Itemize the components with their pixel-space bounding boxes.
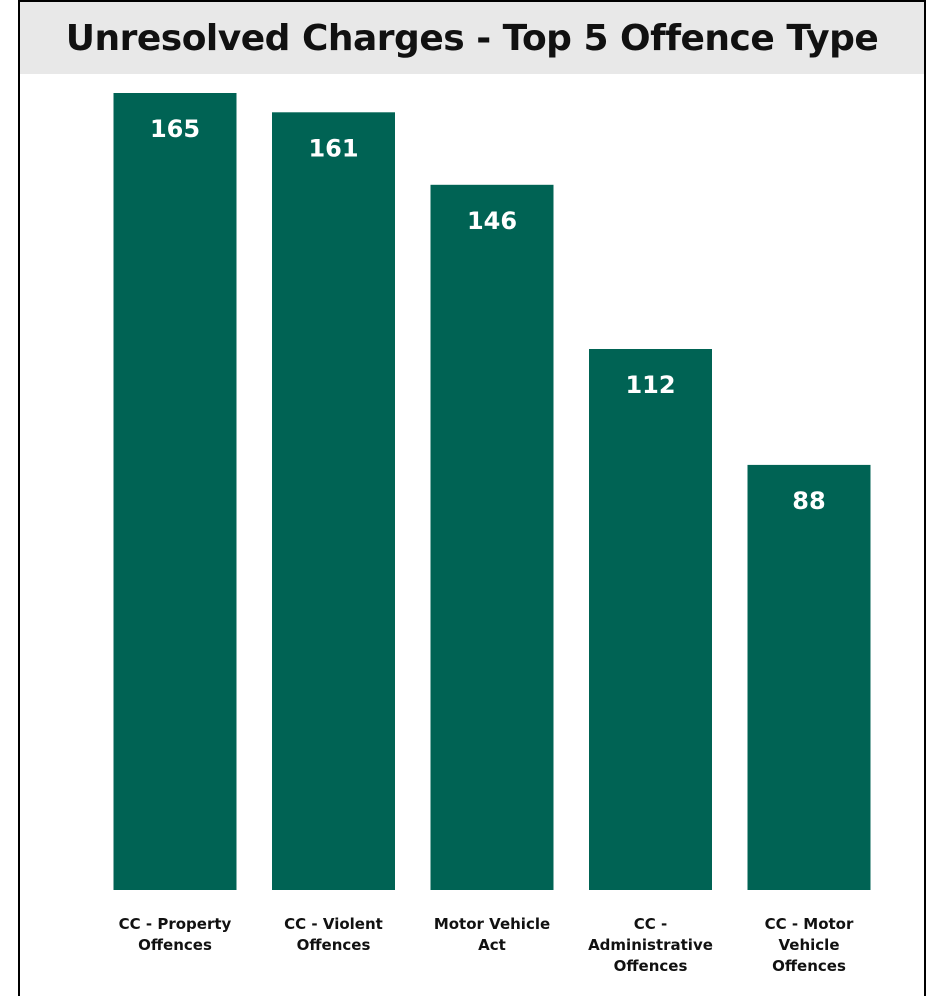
category-label-line: Administrative [588,936,713,954]
category-label-line: CC - Property [118,915,232,933]
category-label-line: CC - [633,915,668,933]
category-label-line: Offences [772,957,846,975]
category-label-line: Offences [138,936,212,954]
bar-2 [272,112,395,891]
category-label-line: Offences [296,936,371,954]
bar-1 [113,93,237,890]
category-label-1: CC - Property Offences [105,914,245,956]
bar-5 [747,464,871,890]
chart-title: Unresolved Charges - Top 5 Offence Type [65,17,879,59]
bar-value-label-1: 165 [150,115,200,143]
bar-value-label-4: 112 [625,371,675,399]
bar-4 [589,349,712,890]
bar-value-label-2: 161 [308,134,358,162]
bar-value-label-5: 88 [792,487,825,515]
category-label-line: Vehicle [778,936,840,954]
bar-value-label-3: 146 [467,207,517,235]
category-label-2: CC - Violent Offences [264,914,404,956]
category-label-line: Motor Vehicle [433,915,551,933]
bar-3 [430,184,554,891]
category-label-line: CC - Motor [764,915,854,933]
category-label-line: CC - Violent [284,915,383,933]
category-label-5: CC - Motor Vehicle Offences [739,914,879,977]
chart-title-bar: Unresolved Charges - Top 5 Offence Type [20,2,924,74]
category-label-line: Offences [613,957,688,975]
category-label-line: Act [478,936,506,954]
category-label-3: Motor Vehicle Act [422,914,562,956]
category-label-4: CC - Administrative Offences [581,914,721,977]
